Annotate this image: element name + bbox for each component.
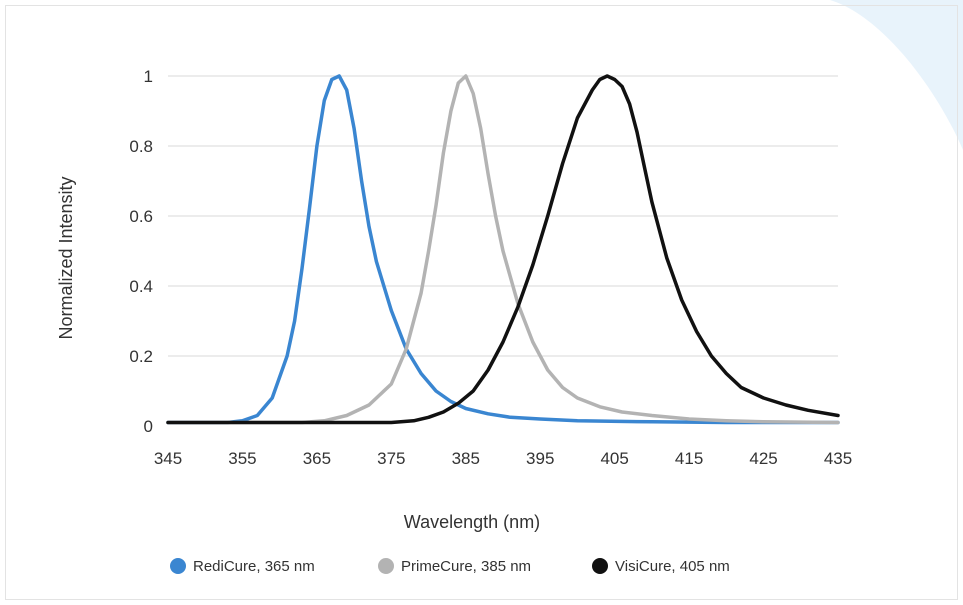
x-tick-label: 435 (824, 449, 852, 468)
legend-label: VisiCure, 405 nm (615, 558, 730, 575)
x-tick-label: 355 (228, 449, 256, 468)
y-axis-tick-labels: 0 0.2 0.4 0.6 0.8 1 (129, 67, 153, 436)
legend-label: PrimeCure, 385 nm (401, 558, 531, 575)
y-tick-label: 1 (144, 67, 153, 86)
y-tick-label: 0.6 (129, 207, 153, 226)
y-tick-label: 0 (144, 417, 153, 436)
legend-label: RediCure, 365 nm (193, 558, 315, 575)
series-lines (166, 74, 840, 425)
x-tick-label: 405 (600, 449, 628, 468)
x-tick-label: 375 (377, 449, 405, 468)
legend-marker (592, 558, 608, 574)
y-axis-title: Normalized Intensity (56, 176, 76, 339)
x-axis-tick-labels: 345 355 365 375 385 395 405 415 425 435 (154, 449, 852, 468)
series-line-2 (166, 74, 840, 425)
x-tick-label: 425 (749, 449, 777, 468)
legend-marker (170, 558, 186, 574)
series-line-3 (166, 74, 840, 425)
x-axis-title: Wavelength (nm) (404, 512, 540, 532)
x-tick-label: 415 (675, 449, 703, 468)
legend: RediCure, 365 nm PrimeCure, 385 nm VisiCur… (170, 558, 730, 575)
y-tick-label: 0.2 (129, 347, 153, 366)
y-tick-label: 0.4 (129, 277, 153, 296)
x-tick-label: 365 (303, 449, 331, 468)
series-line-1 (166, 74, 840, 425)
x-tick-label: 385 (452, 449, 480, 468)
x-tick-label: 345 (154, 449, 182, 468)
chart-panel-border (5, 5, 958, 600)
x-tick-label: 395 (526, 449, 554, 468)
y-tick-label: 0.8 (129, 137, 153, 156)
gridlines (168, 75, 838, 357)
legend-marker (378, 558, 394, 574)
corner-accent-shape (830, 0, 963, 150)
